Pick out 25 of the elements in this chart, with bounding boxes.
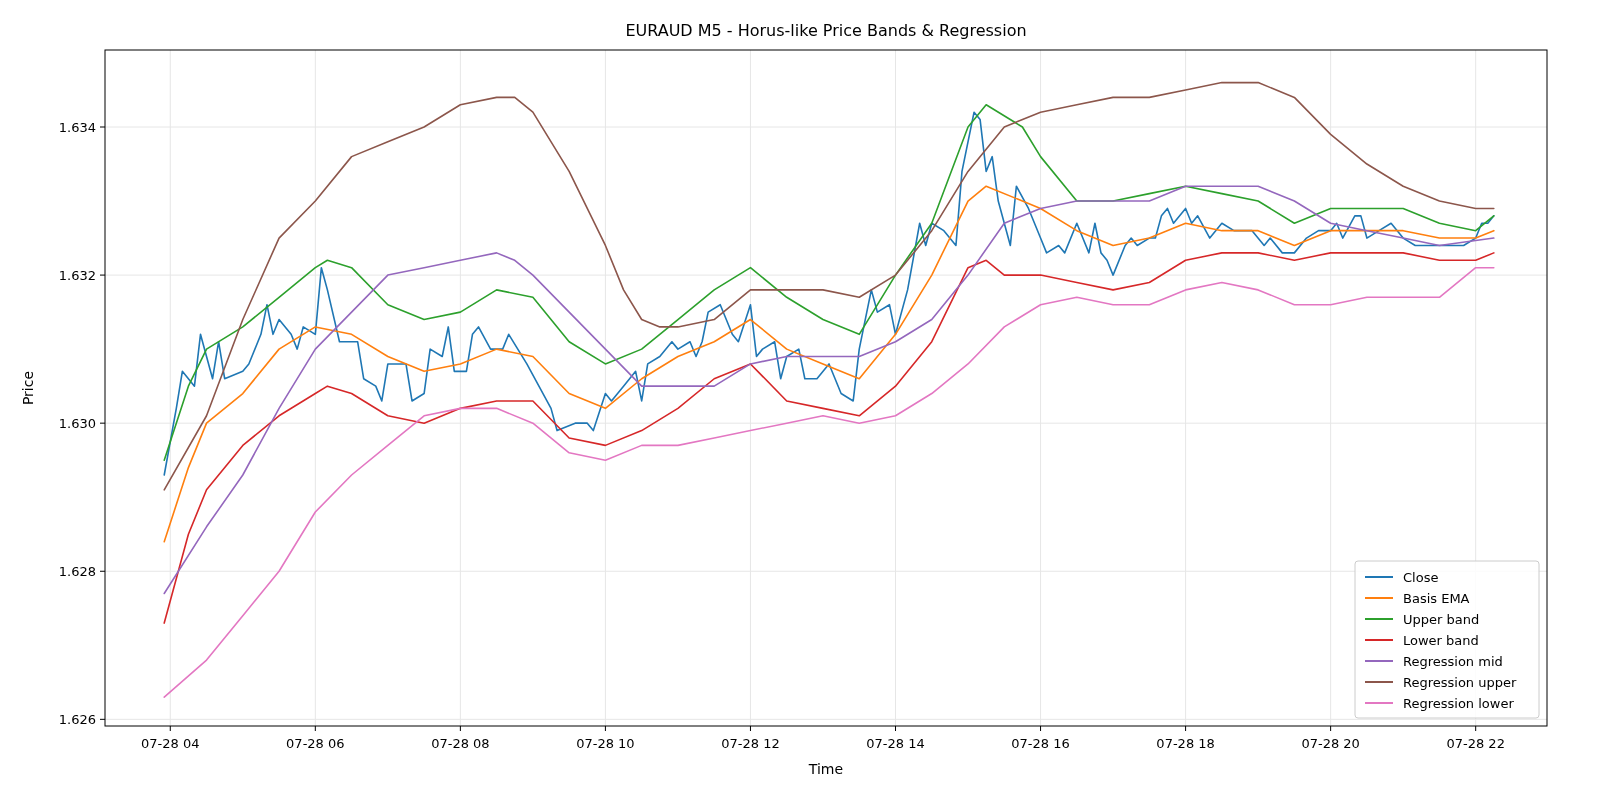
y-axis-title: Price (20, 370, 36, 406)
legend-label: Regression lower (1403, 695, 1515, 711)
y-tick-label: 1.626 (58, 711, 96, 727)
x-tick-label: 07-28 06 (286, 736, 345, 751)
legend-label: Upper band (1403, 611, 1480, 627)
y-tick-label: 1.630 (58, 415, 96, 431)
x-tick-label: 07-28 12 (721, 736, 780, 751)
x-tick-label: 07-28 16 (1011, 736, 1070, 751)
x-tick-label: 07-28 10 (576, 736, 635, 751)
y-tick-label: 1.634 (58, 119, 96, 135)
x-axis-title: Time (807, 761, 844, 777)
x-tick-label: 07-28 08 (431, 736, 490, 751)
y-tick-label: 1.628 (58, 563, 96, 579)
chart-title: EURAUD M5 - Horus-like Price Bands & Regression (625, 21, 1027, 40)
x-tick-label: 07-28 22 (1446, 736, 1505, 751)
legend-label: Regression upper (1403, 674, 1517, 690)
x-tick-label: 07-28 18 (1156, 736, 1215, 751)
x-tick-label: 07-28 14 (866, 736, 925, 751)
legend-label: Close (1403, 569, 1439, 585)
legend-label: Lower band (1403, 632, 1479, 648)
legend-label: Basis EMA (1403, 590, 1470, 606)
legend-label: Regression mid (1403, 653, 1503, 669)
x-tick-label: 07-28 20 (1301, 736, 1360, 751)
y-tick-label: 1.632 (58, 267, 96, 283)
x-tick-label: 07-28 04 (141, 736, 200, 751)
